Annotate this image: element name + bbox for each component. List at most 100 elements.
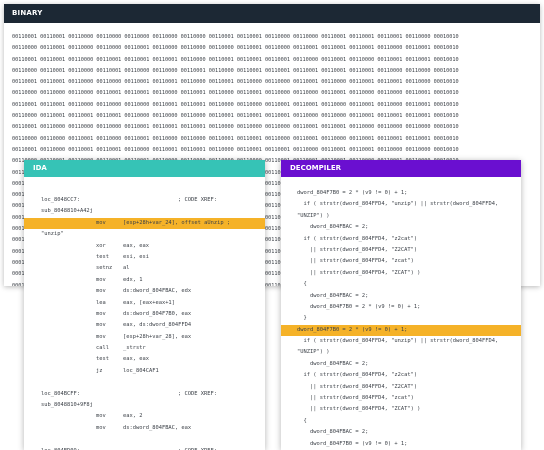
decompiler-code-line[interactable]: || strstr(dword_804FFD4, "Z2CAT") xyxy=(281,382,521,393)
ida-blank-line xyxy=(24,434,265,445)
decompiler-code-line[interactable]: dword_804FBAC = 2; xyxy=(281,427,521,438)
binary-row: 00110001 00110001 00110000 00110000 0011… xyxy=(12,34,459,40)
ida-operands: eax, eax xyxy=(123,356,149,363)
decompiler-code-line[interactable]: dword_804FBAC = 2; xyxy=(281,291,521,302)
ida-text: sub_8048810+A42j xyxy=(41,208,93,215)
decompiler-code-line[interactable]: if ( strstr(dword_804FFD4, "z2cat") xyxy=(281,234,521,245)
decompiler-code-line[interactable]: if ( strstr(dword_804FFD4, "unzip") || s… xyxy=(281,336,521,347)
ida-code-line[interactable]: call _strstr xyxy=(24,343,265,354)
ida-operands: esi, esi xyxy=(123,253,149,260)
decompiler-code-line[interactable]: || strstr(dword_804FFD4, "zcat") xyxy=(281,393,521,404)
ida-operands: al xyxy=(123,265,130,272)
ida-panel: IDA loc_8048CC7: ; CODE XREF: sub_8048810+… xyxy=(24,160,265,450)
ida-mnemonic: mov xyxy=(96,310,106,317)
binary-row: 00110001 00110000 00110000 00110000 0011… xyxy=(12,124,459,131)
ida-mnemonic: xor xyxy=(96,242,106,249)
ida-label: loc_8048CC7: xyxy=(41,197,80,203)
decompiler-text: || strstr(dword_804FFD4, "ZCAT") ) xyxy=(297,406,421,413)
ida-operands: ds:dword_804FBAC, eax xyxy=(123,424,192,431)
decompiler-code-line[interactable]: dword_804F7B0 = 2 * (v9 != 0) + 1; xyxy=(281,188,521,199)
ida-comment: ; CODE XREF: xyxy=(178,197,217,203)
decompiler-code-line[interactable]: if ( strstr(dword_804FFD4, "z2cat") xyxy=(281,370,521,381)
decompiler-text: "UNZIP") ) xyxy=(297,212,330,219)
ida-label: loc_804BCFF: xyxy=(41,390,80,397)
decompiler-code-line[interactable]: { xyxy=(281,416,521,427)
binary-row: 00110000 00110001 00110000 00110000 0011… xyxy=(12,45,459,52)
ida-panel-title: IDA xyxy=(24,160,265,177)
decompiler-code-line[interactable]: if ( strstr(dword_804FFD4, "unzip") || s… xyxy=(281,199,521,210)
ida-code-line[interactable]: sub_8048810+9F8j xyxy=(24,400,265,411)
decompiler-text: dword_804FBAC = 2; xyxy=(297,429,369,436)
decompiler-code-line[interactable]: dword_804FBAC = 2; xyxy=(281,222,521,233)
decompiler-highlighted-line[interactable]: dword_804F7B0 = 2 * (v9 != 0) + 1; xyxy=(281,324,521,337)
ida-code-line[interactable]: test esi, esi xyxy=(24,252,265,263)
decompiler-text: dword_804F7B0 = (v9 != 0) + 1; xyxy=(297,440,408,447)
ida-code-line[interactable]: setnz al xyxy=(24,263,265,274)
binary-row: 00110001 00110001 00110000 00110000 0011… xyxy=(12,101,459,108)
ida-comment: ; CODE XREF: xyxy=(178,446,217,450)
decompiler-text: || strstr(dword_804FFD4, "zcat") xyxy=(297,395,414,402)
ida-operands: eax, 2 xyxy=(123,413,143,420)
decompiler-code-line[interactable]: { xyxy=(281,279,521,290)
decompiler-text: if ( strstr(dword_804FFD4, "unzip") || s… xyxy=(297,338,499,345)
binary-panel-title: BINARY xyxy=(4,4,540,23)
decompiler-code-line[interactable]: || strstr(dword_804FFD4, "ZCAT") ) xyxy=(281,268,521,279)
decompiler-text: || strstr(dword_804FFD4, "ZCAT") ) xyxy=(297,269,421,276)
ida-code-line[interactable]: lea eax, [eax+eax+1] xyxy=(24,298,265,309)
ida-code-line[interactable]: mov [esp+28h+var_28], eax xyxy=(24,332,265,343)
ida-highlighted-line[interactable]: mov [esp+28h+var_24], offset aUnzip ; xyxy=(24,217,265,230)
decompiler-code-line[interactable]: dword_804FBAC = 2; xyxy=(281,359,521,370)
ida-code-line[interactable]: jz loc_804CAF1 xyxy=(24,366,265,377)
decompiler-text: || strstr(dword_804FFD4, "Z2CAT") xyxy=(297,383,418,390)
ida-mnemonic: mov xyxy=(96,276,106,283)
decompiler-text: dword_804FBAC = 2; xyxy=(297,224,369,231)
decompiler-text: if ( strstr(dword_804FFD4, "z2cat") xyxy=(297,235,418,242)
ida-mnemonic: mov xyxy=(96,333,106,340)
decompiler-text: dword_804FBAC = 2; xyxy=(297,360,369,367)
ida-code-line[interactable]: mov ds:dword_804FBAC, eax xyxy=(24,423,265,434)
binary-row: 00110000 00110001 00110000 00110001 0011… xyxy=(12,67,459,74)
decompiler-text: dword_804FBAC = 2; xyxy=(297,292,369,299)
ida-operands: ds:dword_804F7B0, eax xyxy=(123,310,192,317)
decompiler-panel-title: DECOMPILER xyxy=(281,160,521,177)
decompiler-text: dword_804F7B0 = 2 * (v9 != 0) + 1; xyxy=(297,303,421,310)
ida-mnemonic: mov xyxy=(96,413,106,420)
binary-row: 00110001 00110001 00110000 00110000 0011… xyxy=(12,79,459,86)
decompiler-code-line[interactable]: } xyxy=(281,313,521,324)
ida-code-line[interactable]: mov ds:dword_804F7B0, eax xyxy=(24,309,265,320)
decompiler-code-line[interactable]: || strstr(dword_804FFD4, "Z2CAT") xyxy=(281,245,521,256)
ida-code-line[interactable]: loc_8048CC7: ; CODE XREF: xyxy=(24,195,265,206)
ida-code-line[interactable]: mov edx, 1 xyxy=(24,275,265,286)
ida-mnemonic: mov xyxy=(96,288,106,295)
ida-code-line[interactable]: xor eax, eax xyxy=(24,241,265,252)
ida-code-line[interactable]: mov ds:dword_804FBAC, edx xyxy=(24,286,265,297)
ida-mnemonic: setnz xyxy=(96,265,113,272)
ida-code-line[interactable]: mov eax, 2 xyxy=(24,411,265,422)
ida-disassembly: loc_8048CC7: ; CODE XREF: sub_8048810+A42j… xyxy=(24,177,265,450)
binary-row: 00110000 00110000 00110001 00110000 0011… xyxy=(12,135,459,142)
decompiler-code-line[interactable]: dword_804F7B0 = 2 * (v9 != 0) + 1; xyxy=(281,302,521,313)
ida-operands: _strstr xyxy=(123,345,146,352)
decompiler-code-line[interactable]: "UNZIP") ) xyxy=(281,211,521,222)
ida-operands: eax, eax xyxy=(123,242,149,249)
ida-code-line[interactable]: test eax, eax xyxy=(24,354,265,365)
ida-mnemonic: lea xyxy=(96,299,106,306)
decompiler-code-line[interactable]: || strstr(dword_804FFD4, "zcat") xyxy=(281,256,521,267)
ida-mnemonic: jz xyxy=(96,367,103,374)
ida-code-line[interactable]: "unzip" xyxy=(24,229,265,240)
ida-code-line[interactable]: loc_804BCFF: ; CODE XREF: xyxy=(24,389,265,400)
ida-mnemonic: test xyxy=(96,356,109,363)
ida-code-line[interactable]: mov eax, ds:dword_804FFD4 xyxy=(24,320,265,331)
ida-operands: ds:dword_804FBAC, edx xyxy=(123,288,192,295)
decompiler-panel: DECOMPILER dword_804F7B0 = 2 * (v9 != 0)… xyxy=(281,160,521,450)
decompiler-code-line[interactable]: dword_804F7B0 = (v9 != 0) + 1; xyxy=(281,439,521,450)
binary-row: 00110001 00110001 00110000 00110001 0011… xyxy=(12,56,459,63)
ida-operands: eax, ds:dword_804FFD4 xyxy=(123,322,192,329)
decompiler-code-line[interactable]: "UNZIP") ) xyxy=(281,347,521,358)
ida-label: loc_804BD09: xyxy=(41,446,80,450)
ida-code-line[interactable]: loc_804BD09: ; CODE XREF: xyxy=(24,446,265,450)
ida-code-line[interactable]: sub_8048810+A42j xyxy=(24,206,265,217)
decompiler-code-line[interactable]: || strstr(dword_804FFD4, "ZCAT") ) xyxy=(281,404,521,415)
binary-row: 00110000 00110000 00110000 00110001 0011… xyxy=(12,90,459,97)
ida-mnemonic: mov xyxy=(96,322,106,329)
